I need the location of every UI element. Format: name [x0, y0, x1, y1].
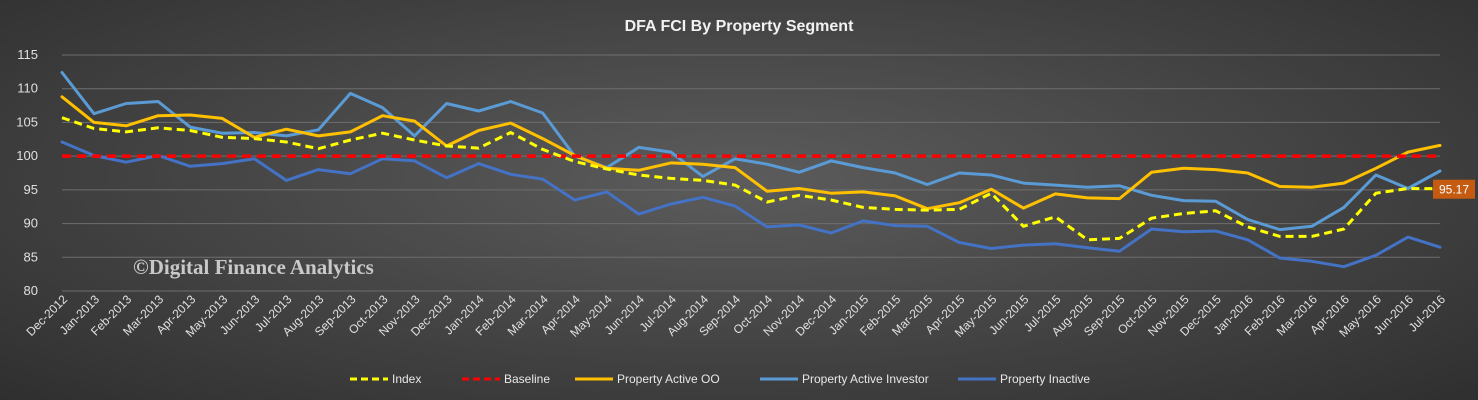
legend-item-property-active-oo[interactable]: Property Active OO: [575, 372, 720, 386]
y-tick-label: 100: [16, 148, 38, 163]
y-tick-label: 105: [16, 114, 38, 129]
legend-item-property-inactive[interactable]: Property Inactive: [958, 372, 1090, 386]
y-tick-label: 95: [24, 182, 38, 197]
series-lines: [60, 71, 1442, 269]
y-tick-label: 85: [24, 249, 38, 264]
legend-item-index[interactable]: Index: [350, 372, 421, 386]
value-callout-label: 95.17: [1439, 183, 1469, 197]
series-line-property-active-oo: [60, 95, 1442, 211]
y-tick-label: 110: [17, 81, 38, 96]
series-line-property-active-investor: [60, 71, 1442, 232]
legend-label: Index: [392, 372, 421, 386]
y-axis-ticks: 80 85 90 95 100 105 110 115: [16, 47, 38, 298]
y-tick-label: 80: [24, 283, 38, 298]
legend-item-baseline[interactable]: Baseline: [462, 372, 550, 386]
chart-title: DFA FCI By Property Segment: [625, 18, 854, 35]
y-tick-label: 90: [24, 216, 38, 231]
x-axis-ticks: Dec-2012Jan-2013Feb-2013Mar-2013Apr-2013…: [23, 292, 1448, 340]
legend[interactable]: Index Baseline Property Active OO Property …: [350, 372, 1090, 386]
legend-label: Property Active OO: [617, 372, 720, 386]
series-line-property-inactive: [60, 140, 1442, 269]
legend-label: Property Inactive: [1000, 372, 1090, 386]
legend-item-property-active-investor[interactable]: Property Active Investor: [760, 372, 929, 386]
data-callouts: 95.17: [1433, 179, 1475, 199]
y-tick-label: 115: [17, 47, 38, 62]
watermark-logo: ©Digital Finance Analytics: [133, 255, 374, 279]
legend-label: Property Active Investor: [802, 372, 929, 386]
value-callout-box: [1433, 179, 1475, 199]
legend-label: Baseline: [504, 372, 550, 386]
